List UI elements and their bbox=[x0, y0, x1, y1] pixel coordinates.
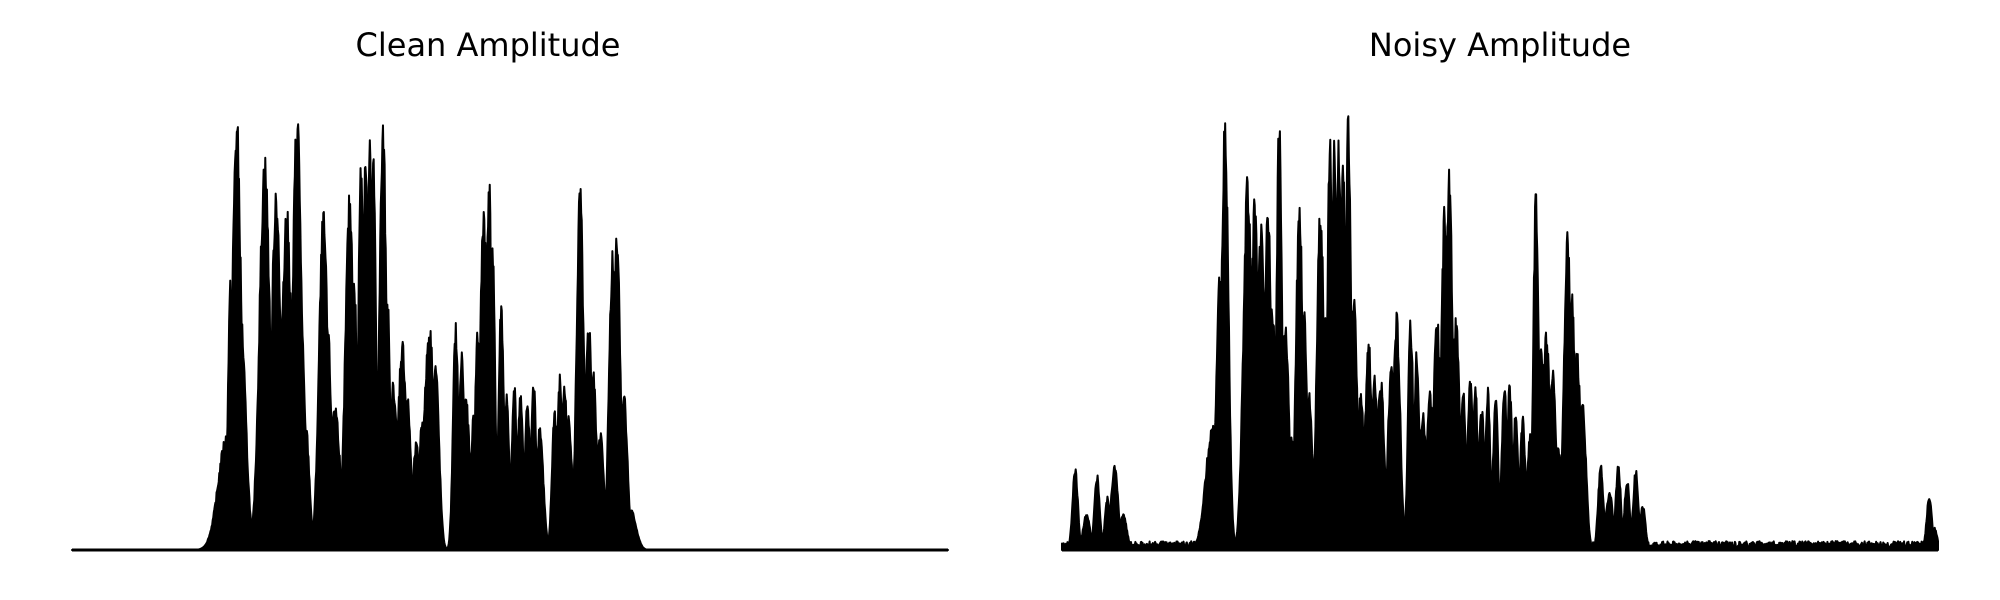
noisy-amplitude-title: Noisy Amplitude bbox=[1368, 26, 1632, 64]
clean-amplitude-title: Clean Amplitude bbox=[355, 26, 621, 64]
clean-amplitude-series bbox=[71, 123, 949, 551]
noisy-amplitude-panel: Noisy Amplitude bbox=[1000, 0, 2000, 600]
noisy-amplitude-plot bbox=[1061, 115, 1939, 552]
clean-amplitude-panel: Clean Amplitude bbox=[71, 26, 949, 552]
clean-amplitude-plot bbox=[71, 123, 949, 552]
noisy-amplitude-series bbox=[1061, 115, 1939, 551]
